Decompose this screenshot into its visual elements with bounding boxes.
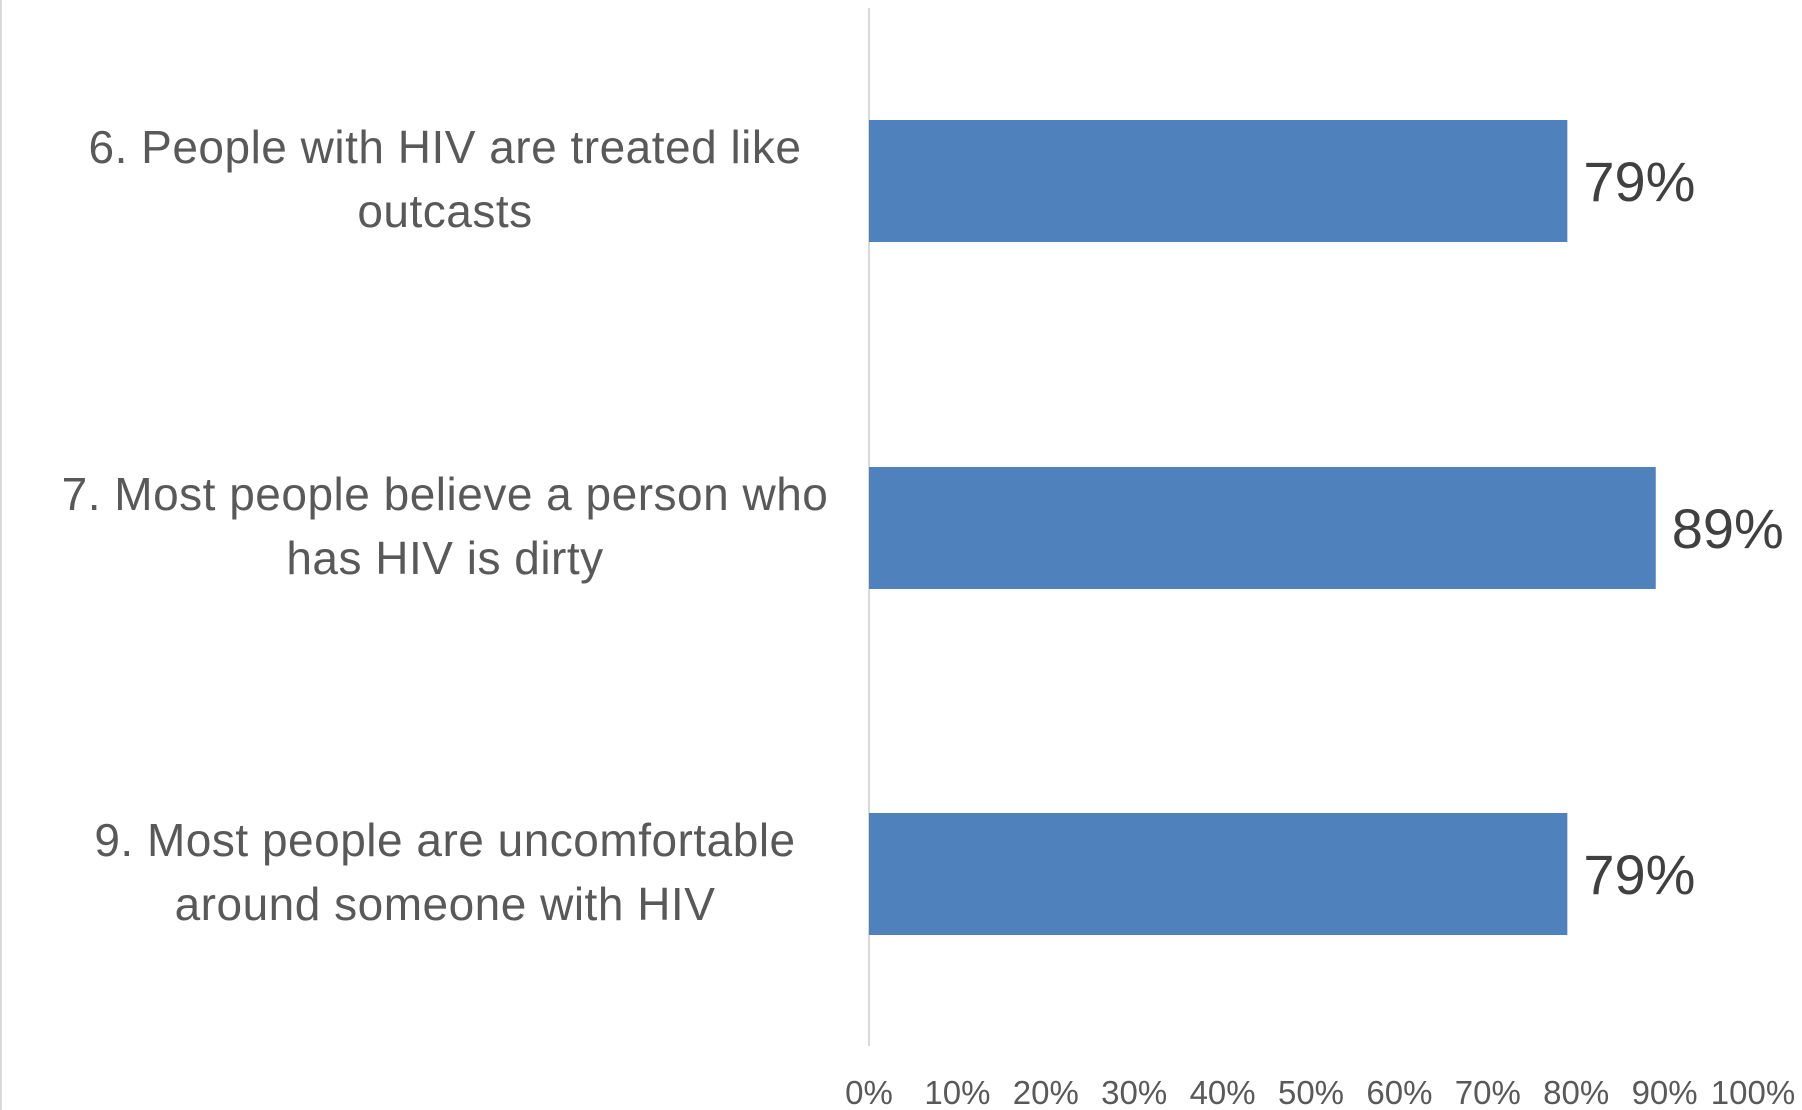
category-label-line: around someone with HIV xyxy=(174,878,716,930)
bar-2 xyxy=(869,467,1656,589)
category-label-line: 7. Most people believe a person who xyxy=(61,468,829,520)
category-label-1: 6. People with HIV are treated like outca… xyxy=(50,115,840,243)
category-label-line: has HIV is dirty xyxy=(286,532,604,584)
x-tick-label: 40% xyxy=(1190,1074,1256,1110)
left-border-line xyxy=(0,0,2,1110)
data-label-3: 79% xyxy=(1583,843,1695,906)
category-label-line: outcasts xyxy=(357,185,533,237)
x-tick-label: 20% xyxy=(1013,1074,1079,1110)
category-label-line: 6. People with HIV are treated like xyxy=(88,121,802,173)
category-label-3: 9. Most people are uncomfortable around s… xyxy=(50,808,840,936)
data-label-1: 79% xyxy=(1583,150,1695,213)
x-tick-label: 0% xyxy=(845,1074,893,1110)
category-label-line: 9. Most people are uncomfortable xyxy=(94,814,796,866)
x-tick-label: 10% xyxy=(924,1074,990,1110)
x-tick-label: 30% xyxy=(1101,1074,1167,1110)
category-label-2: 7. Most people believe a person who has H… xyxy=(50,462,840,590)
data-label-2: 89% xyxy=(1672,497,1784,560)
bar-3 xyxy=(869,813,1568,935)
x-tick-label: 90% xyxy=(1632,1074,1698,1110)
x-tick-label: 70% xyxy=(1455,1074,1521,1110)
bar-1 xyxy=(869,120,1568,242)
x-tick-label: 80% xyxy=(1543,1074,1609,1110)
x-tick-label: 60% xyxy=(1366,1074,1432,1110)
x-tick-label: 100% xyxy=(1711,1074,1795,1110)
x-tick-label: 50% xyxy=(1278,1074,1344,1110)
